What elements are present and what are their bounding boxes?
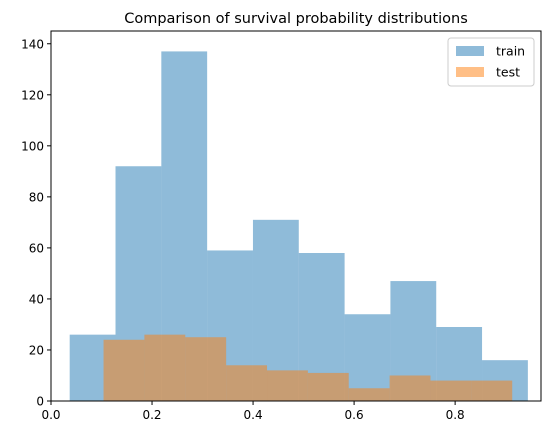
- y-tick-label: 140: [21, 37, 44, 51]
- x-tick-label: 0.6: [345, 408, 364, 422]
- x-axis: 0.0 0.2 0.4 0.6 0.8: [41, 401, 465, 422]
- x-tick-label: 0.2: [142, 408, 161, 422]
- bar-test-0: [103, 339, 145, 401]
- y-tick-label: 60: [29, 241, 44, 255]
- y-tick-label: 120: [21, 88, 44, 102]
- legend-label-test: test: [496, 65, 520, 80]
- legend: train test: [447, 37, 535, 87]
- bar-test-6: [348, 388, 390, 401]
- bar-test-7: [389, 375, 431, 401]
- chart-title: Comparison of survival probability distr…: [124, 11, 468, 27]
- legend-swatch-train: [456, 46, 484, 56]
- bar-test-3: [226, 365, 268, 401]
- y-tick-label: 80: [29, 190, 44, 204]
- y-tick-label: 100: [21, 139, 44, 153]
- legend-label-train: train: [496, 44, 525, 59]
- bar-test-4: [267, 370, 308, 401]
- y-tick-label: 20: [29, 343, 44, 357]
- y-tick-label: 40: [29, 292, 44, 306]
- bar-train-6: [344, 314, 391, 401]
- bar-test-5: [307, 372, 349, 401]
- plot-frame: [50, 30, 542, 402]
- y-axis: 0 20 40 60 80 100 120 140: [21, 37, 51, 409]
- x-tick-label: 0.4: [244, 408, 263, 422]
- bars-layer: [69, 51, 528, 402]
- bar-test-9: [471, 380, 513, 401]
- bar-test-8: [430, 380, 472, 401]
- bar-test-2: [185, 337, 227, 401]
- y-tick-label: 0: [36, 395, 44, 409]
- x-tick-label: 0.8: [446, 408, 465, 422]
- x-tick-label: 0.0: [41, 408, 60, 422]
- bar-test-1: [144, 334, 186, 401]
- legend-swatch-test: [456, 67, 484, 77]
